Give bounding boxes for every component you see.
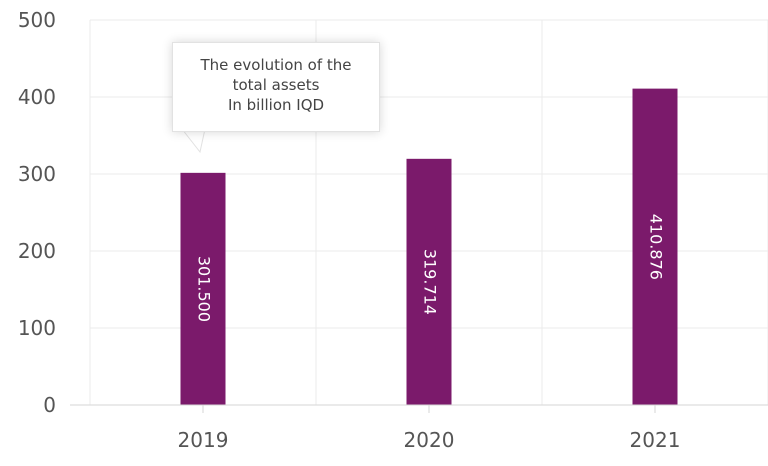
y-tick-label: 0 — [43, 393, 56, 417]
x-tick-label: 2020 — [404, 428, 455, 452]
annotation-line-3: In billion IQD — [227, 96, 325, 114]
x-tick-label: 2021 — [630, 428, 681, 452]
bar-value-label: 301.500 — [195, 256, 214, 322]
bar-2019 — [180, 172, 226, 405]
y-tick-label: 500 — [18, 8, 56, 32]
y-tick-label: 100 — [18, 316, 56, 340]
x-tick-label: 2019 — [178, 428, 229, 452]
bars: 301.500 319.714 410.876 — [180, 88, 678, 405]
annotation-line-1: The evolution of the — [200, 56, 352, 74]
bar-value-label: 410.876 — [647, 214, 666, 280]
annotation-callout: The evolution of the total assets In bil… — [172, 42, 380, 132]
bar-2020 — [406, 158, 452, 405]
y-tick-label: 300 — [18, 162, 56, 186]
bar-value-label: 319.714 — [421, 249, 440, 315]
y-tick-label: 200 — [18, 239, 56, 263]
y-axis: 0 100 200 300 400 500 — [18, 8, 56, 417]
y-tick-label: 400 — [18, 85, 56, 109]
callout-pointer — [180, 128, 206, 154]
bar-2021 — [632, 88, 678, 405]
annotation-text: The evolution of the total assets In bil… — [173, 55, 379, 115]
x-axis: 2019 2020 2021 — [70, 404, 768, 452]
annotation-line-2: total assets — [232, 76, 320, 94]
